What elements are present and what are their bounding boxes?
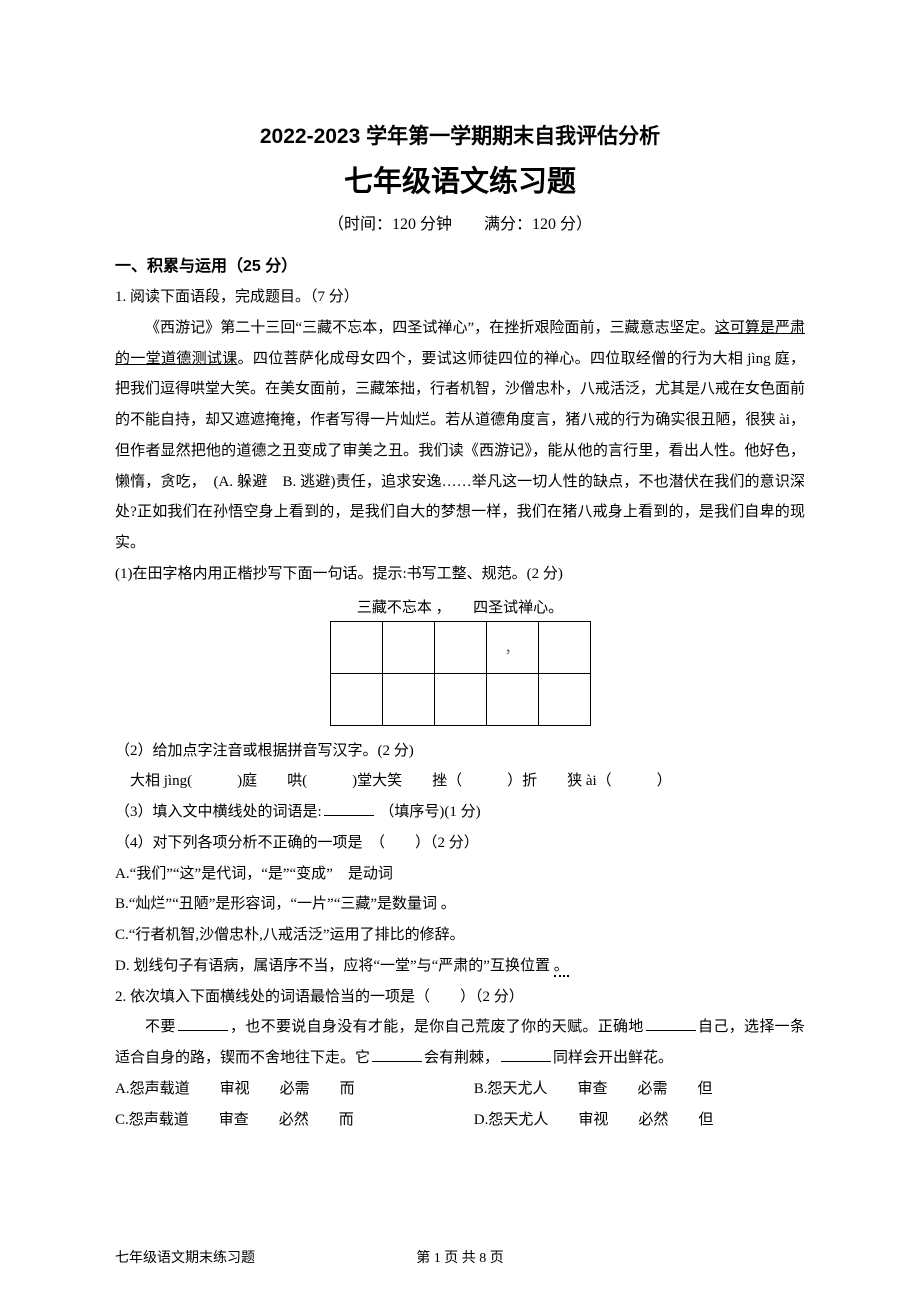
q2-options-row-2: C.怨声载道 审查 必然 而 D.怨天尤人 审视 必然 但 <box>115 1105 805 1136</box>
exam-info: （时间：120 分钟 满分：120 分） <box>115 210 805 234</box>
q1-1: (1)在田字格内用正楷抄写下面一句话。提示:书写工整、规范。(2 分) <box>115 559 805 590</box>
grid-caption: 三藏不忘本 ， 四圣试禅心。 <box>115 596 805 617</box>
q1-4-opt-a: A.“我们”“这”是代词，“是”“变成” 是动词 <box>115 859 805 890</box>
section-1-heading: 一、积累与运用（25 分） <box>115 252 805 276</box>
q1-4: （4）对下列各项分析不正确的一项是 （ ）（2 分） <box>115 828 805 859</box>
q2-passage: 不要，也不要说自身没有才能，是你自己荒废了你的天赋。正确地自己，选择一条适合自身… <box>115 1012 805 1074</box>
blank-fill[interactable] <box>178 1019 228 1032</box>
q2-p-d: 会有荆棘， <box>424 1050 499 1066</box>
q1-stem: 1. 阅读下面语段，完成题目。（7 分） <box>115 282 805 313</box>
comma-icon: ， <box>504 637 519 658</box>
q2-opt-c: C.怨声载道 审查 必然 而 <box>115 1105 474 1136</box>
grid-cell[interactable] <box>330 621 382 673</box>
grid-cell[interactable] <box>486 673 538 725</box>
passage: 《西游记》第二十三回“三藏不忘本，四圣试禅心”，在挫折艰险面前，三藏意志坚定。这… <box>115 313 805 559</box>
blank-fill[interactable] <box>324 803 374 816</box>
q2-opt-b: B.怨天尤人 审查 必需 但 <box>474 1074 713 1105</box>
passage-part-1a: 《西游记》第二十三回“三藏不忘本，四圣试禅心”，在挫折艰险面前，三藏意志坚定。 <box>145 320 715 336</box>
blank-fill[interactable] <box>372 1049 422 1062</box>
blank-fill[interactable] <box>501 1049 551 1062</box>
grid-cell[interactable] <box>434 673 486 725</box>
q1-3-a: （3）填入文中横线处的词语是: <box>115 804 322 820</box>
grid-cell[interactable] <box>538 673 590 725</box>
blank-fill[interactable] <box>646 1019 696 1032</box>
grid-cell[interactable] <box>538 621 590 673</box>
grid-cell[interactable] <box>382 673 434 725</box>
q1-4-opt-d-dot: 。 <box>554 958 569 977</box>
q1-4-opt-d-a: D. 划线句子有语病，属语序不当，应将“一堂”与“严肃的”互换位置 <box>115 958 554 974</box>
q2-stem: 2. 依次填入下面横线处的词语最恰当的一项是（ ）（2 分） <box>115 982 805 1013</box>
passage-part-1b: 。四位菩萨化成母女四个，要试这师徒四位的禅心。四位取经僧的行为大相 jìng 庭… <box>115 351 805 552</box>
q2-p-a: 不要 <box>145 1019 176 1035</box>
q1-4-opt-b: B.“灿烂”“丑陋”是形容词，“一片”“三藏”是数量词 。 <box>115 889 805 920</box>
q2-p-b: ，也不要说自身没有才能，是你自己荒废了你的天赋。正确地 <box>230 1019 644 1035</box>
q1-3-b: （填序号)(1 分) <box>379 804 480 820</box>
footer-center: 第 1 页 共 8 页 <box>115 1247 805 1267</box>
grid-cell[interactable] <box>330 673 382 725</box>
q2-p-e: 同样会开出鲜花。 <box>553 1050 673 1066</box>
grid-cell[interactable] <box>434 621 486 673</box>
sub-title: 七年级语文练习题 <box>115 158 805 200</box>
grid-cell[interactable]: ， <box>486 621 538 673</box>
q2-options-row-1: A.怨声载道 审视 必需 而 B.怨天尤人 审查 必需 但 <box>115 1074 805 1105</box>
q1-3: （3）填入文中横线处的词语是: （填序号)(1 分) <box>115 797 805 828</box>
q1-4-opt-d: D. 划线句子有语病，属语序不当，应将“一堂”与“严肃的”互换位置 。 <box>115 951 805 982</box>
q2-opt-a: A.怨声载道 审视 必需 而 <box>115 1074 474 1105</box>
grid-cell[interactable] <box>382 621 434 673</box>
q1-2: （2）给加点字注音或根据拼音写汉字。(2 分) <box>115 736 805 767</box>
main-title: 2022-2023 学年第一学期期末自我评估分析 <box>115 120 805 150</box>
tianzige-grid: ， <box>330 621 591 726</box>
q1-4-opt-c: C.“行者机智,沙僧忠朴,八戒活泛”运用了排比的修辞。 <box>115 920 805 951</box>
q2-opt-d: D.怨天尤人 审视 必然 但 <box>474 1105 714 1136</box>
q1-2-line: 大相 jìng( )庭 哄( )堂大笑 挫（ ）折 狭 ài（ ） <box>115 766 805 797</box>
